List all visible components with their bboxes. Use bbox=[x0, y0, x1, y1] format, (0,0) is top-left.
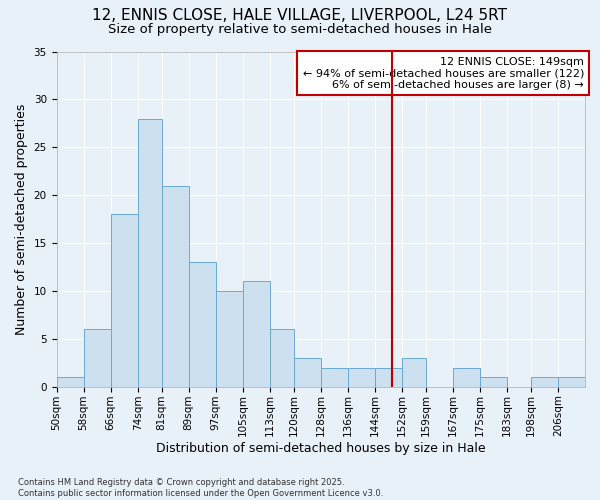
Bar bbox=[480, 377, 507, 386]
Bar bbox=[558, 377, 585, 386]
Bar bbox=[270, 329, 293, 386]
Bar bbox=[83, 329, 111, 386]
Bar bbox=[216, 291, 243, 386]
Bar bbox=[111, 214, 138, 386]
Bar bbox=[138, 118, 161, 386]
Bar bbox=[531, 377, 558, 386]
Bar bbox=[188, 262, 216, 386]
Text: 12 ENNIS CLOSE: 149sqm
← 94% of semi-detached houses are smaller (122)
6% of sem: 12 ENNIS CLOSE: 149sqm ← 94% of semi-det… bbox=[302, 56, 584, 90]
Bar bbox=[243, 282, 270, 387]
X-axis label: Distribution of semi-detached houses by size in Hale: Distribution of semi-detached houses by … bbox=[156, 442, 485, 455]
Bar bbox=[293, 358, 321, 386]
Bar bbox=[402, 358, 426, 386]
Bar bbox=[56, 377, 83, 386]
Bar bbox=[321, 368, 348, 386]
Bar bbox=[348, 368, 375, 386]
Bar bbox=[375, 368, 402, 386]
Text: Size of property relative to semi-detached houses in Hale: Size of property relative to semi-detach… bbox=[108, 22, 492, 36]
Text: Contains HM Land Registry data © Crown copyright and database right 2025.
Contai: Contains HM Land Registry data © Crown c… bbox=[18, 478, 383, 498]
Bar bbox=[161, 186, 188, 386]
Y-axis label: Number of semi-detached properties: Number of semi-detached properties bbox=[15, 104, 28, 335]
Text: 12, ENNIS CLOSE, HALE VILLAGE, LIVERPOOL, L24 5RT: 12, ENNIS CLOSE, HALE VILLAGE, LIVERPOOL… bbox=[92, 8, 508, 22]
Bar bbox=[453, 368, 480, 386]
